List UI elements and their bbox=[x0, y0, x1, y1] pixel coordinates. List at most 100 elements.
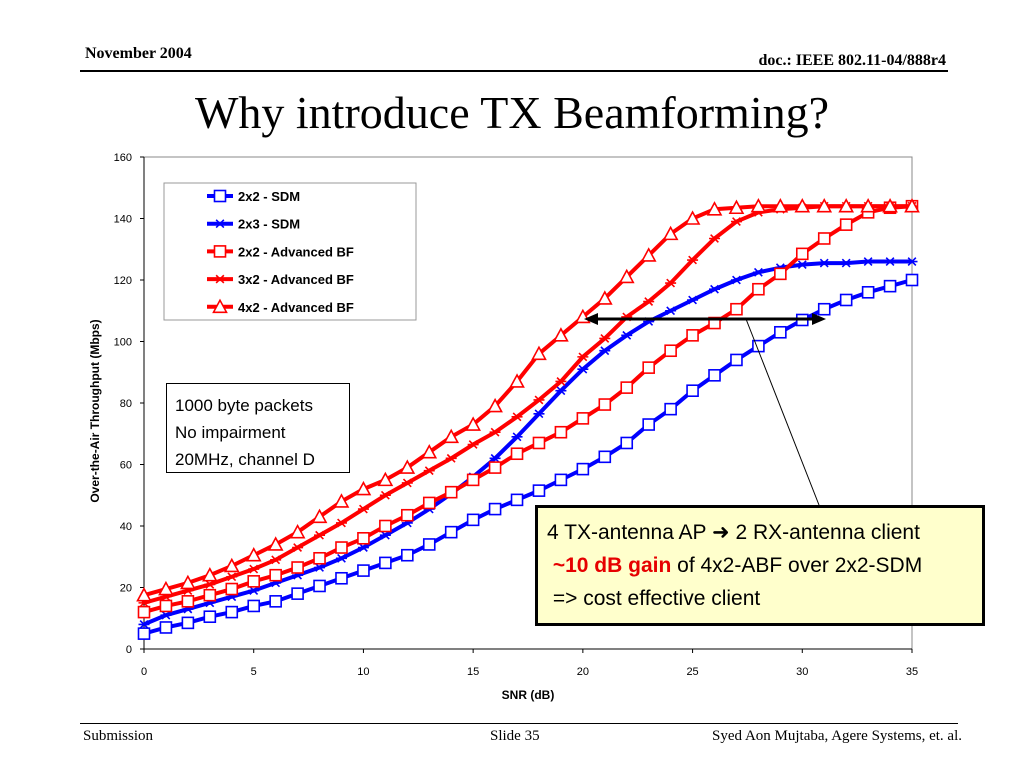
data-point bbox=[553, 327, 569, 342]
y-tick-label: 0 bbox=[126, 644, 132, 656]
y-tick-label: 140 bbox=[114, 214, 132, 226]
x-tick-label: 15 bbox=[467, 666, 479, 678]
data-point bbox=[772, 198, 789, 213]
data-point bbox=[533, 409, 545, 419]
data-point bbox=[379, 530, 391, 540]
data-point bbox=[882, 198, 898, 213]
legend-item: 2x3 - SDM bbox=[207, 217, 300, 232]
data-point bbox=[750, 198, 767, 213]
data-point bbox=[138, 619, 150, 629]
data-point bbox=[136, 587, 152, 602]
data-point bbox=[862, 257, 874, 266]
data-point bbox=[816, 198, 833, 213]
callout-gain: ~10 dB gain bbox=[552, 554, 672, 577]
legend-marker bbox=[213, 189, 227, 203]
data-point bbox=[357, 564, 370, 577]
data-point bbox=[840, 258, 852, 268]
data-point bbox=[314, 563, 326, 572]
data-point bbox=[488, 461, 502, 474]
data-point bbox=[577, 352, 589, 362]
data-point bbox=[643, 297, 655, 306]
data-point bbox=[640, 247, 657, 262]
data-point bbox=[159, 599, 173, 613]
data-point bbox=[706, 201, 723, 216]
data-point bbox=[335, 571, 348, 585]
x-tick-label: 30 bbox=[796, 666, 808, 678]
data-point bbox=[554, 473, 568, 487]
data-point bbox=[314, 530, 326, 540]
data-point bbox=[531, 345, 547, 361]
data-point bbox=[158, 580, 174, 596]
data-point bbox=[248, 564, 260, 574]
data-point bbox=[181, 595, 195, 608]
y-tick-label: 120 bbox=[114, 275, 132, 287]
legend-item: 2x2 - SDM bbox=[207, 189, 300, 204]
data-point bbox=[291, 561, 304, 574]
data-point bbox=[509, 373, 525, 388]
data-point bbox=[728, 199, 745, 215]
y-tick-label: 100 bbox=[114, 337, 132, 349]
data-point bbox=[533, 395, 545, 405]
data-point bbox=[730, 217, 742, 226]
data-point bbox=[489, 453, 501, 463]
data-point bbox=[379, 519, 392, 533]
data-point bbox=[377, 471, 394, 487]
legend-marker bbox=[214, 219, 226, 229]
legend-item: 2x2 - Advanced BF bbox=[207, 244, 354, 259]
data-point bbox=[620, 436, 634, 450]
data-point bbox=[794, 198, 811, 213]
data-point bbox=[838, 198, 855, 213]
data-point bbox=[335, 518, 347, 528]
data-point bbox=[618, 268, 635, 284]
legend-item: 3x2 - Advanced BF bbox=[207, 272, 354, 287]
data-point bbox=[839, 293, 853, 307]
note-line-1: 1000 byte packets bbox=[175, 396, 313, 415]
data-point bbox=[203, 588, 217, 602]
data-point bbox=[159, 621, 173, 634]
y-tick-label: 40 bbox=[120, 521, 132, 533]
legend-label: 4x2 - Advanced BF bbox=[238, 300, 354, 315]
callout-ap-text: 4 TX-antenna AP bbox=[547, 521, 707, 544]
data-point bbox=[598, 398, 612, 411]
data-point bbox=[665, 278, 677, 288]
data-point bbox=[511, 432, 523, 442]
x-axis-label: SNR (dB) bbox=[502, 688, 555, 702]
legend-box bbox=[163, 182, 417, 321]
x-tick-label: 0 bbox=[141, 666, 147, 678]
data-point bbox=[599, 346, 611, 356]
data-point bbox=[818, 258, 830, 268]
y-tick-label: 160 bbox=[114, 152, 132, 164]
data-point bbox=[730, 275, 742, 285]
header-date: November 2004 bbox=[85, 45, 192, 62]
series-5 bbox=[136, 198, 920, 602]
data-point bbox=[510, 447, 524, 461]
conditions-note: 1000 byte packets No impairment 20MHz, c… bbox=[166, 383, 350, 473]
data-point bbox=[204, 580, 216, 589]
data-point bbox=[817, 302, 831, 316]
data-point bbox=[225, 605, 239, 619]
data-point bbox=[269, 595, 282, 608]
data-point bbox=[684, 210, 701, 225]
footer-rule bbox=[80, 723, 958, 724]
data-point bbox=[709, 284, 721, 294]
data-point bbox=[422, 496, 436, 510]
gain-callout: 4 TX-antenna AP ➜ 2 RX-antenna client ~1… bbox=[535, 505, 985, 626]
data-point bbox=[313, 551, 326, 565]
data-point bbox=[267, 536, 284, 551]
data-point bbox=[511, 412, 523, 422]
series-1 bbox=[137, 273, 919, 640]
data-point bbox=[487, 397, 503, 413]
data-point bbox=[577, 364, 589, 374]
slide-title: Why introduce TX Beamforming? bbox=[194, 87, 830, 138]
data-point bbox=[311, 508, 328, 524]
data-point bbox=[355, 480, 372, 496]
data-point bbox=[686, 329, 699, 342]
data-point bbox=[335, 541, 348, 554]
data-point bbox=[598, 450, 612, 464]
data-point bbox=[708, 369, 721, 382]
data-point bbox=[445, 453, 457, 463]
data-point bbox=[423, 466, 435, 476]
data-point bbox=[465, 416, 481, 431]
data-point bbox=[664, 344, 677, 358]
data-point bbox=[596, 290, 613, 305]
